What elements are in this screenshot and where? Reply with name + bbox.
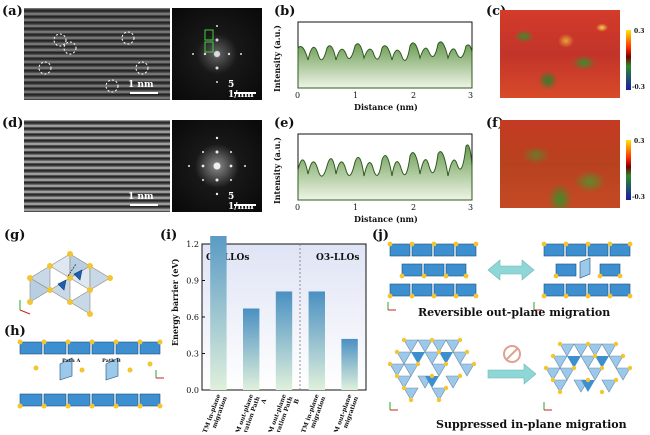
y-axis-title-e: Intensity (a.u.) [272, 137, 282, 204]
colorbar-f-max: 0.3 [634, 138, 645, 145]
structure-h: Path A Path B [17, 339, 164, 409]
y-tick-label: 1.2 [186, 240, 199, 249]
honeycomb-structure-left [387, 337, 477, 411]
colorbar-f-min: -0.3 [632, 194, 645, 201]
prohibited-arrow [487, 345, 537, 385]
x-tick-b-3: 3 [468, 91, 473, 100]
y-tick-label: 0.6 [186, 313, 199, 322]
hrtem-image-d: 1 nm [24, 120, 170, 212]
prohibited-icon [503, 345, 521, 363]
bar-2 [275, 291, 293, 390]
scale-bar-a-fft [234, 92, 256, 94]
fft-spots-a [192, 25, 242, 83]
panel-label-b: (b) [274, 4, 296, 19]
strain-map-c [500, 10, 620, 98]
y-tick-label: 0.9 [186, 277, 199, 286]
scale-bar-d [130, 204, 158, 206]
y-axis-title-i: Energy barrier (eV) [170, 258, 180, 346]
x-tick-e-2: 2 [411, 203, 416, 212]
intensity-profile-b: Intensity (a.u.) 0 1 2 3 Distance (nm) [272, 21, 473, 112]
panel-label-d: (d) [2, 116, 24, 131]
path-a-label: Path A [62, 358, 81, 364]
structure-j-top [387, 241, 633, 311]
scale-label-a-fft: 5 1/nm [228, 80, 254, 100]
x-tick-e-0: 0 [295, 203, 300, 212]
x-tick-b-1: 1 [353, 91, 358, 100]
colorbar-c-min: -0.3 [632, 84, 645, 91]
layered-structure-left [387, 241, 479, 311]
layered-structure-right [533, 241, 633, 311]
scale-bar-a [130, 92, 158, 94]
category-label-2: TM out-planemigration PathB [264, 393, 301, 432]
caption-suppressed: Suppressed in-plane migration [436, 418, 627, 431]
x-axis-title-b: Distance (nm) [354, 102, 418, 112]
colorbar-f [626, 140, 631, 200]
panel-label-h: (h) [4, 324, 26, 339]
vacancy-circles [38, 31, 149, 93]
hrtem-image-a: 1 nm [24, 8, 170, 100]
fft-spots-d [188, 136, 246, 196]
panel-label-e: (e) [274, 116, 295, 131]
profile-area-e [297, 144, 473, 201]
strain-map-f [500, 120, 620, 208]
panel-label-g: (g) [4, 228, 26, 243]
structure-j-bottom [387, 337, 633, 411]
y-axis-title-b: Intensity (a.u.) [272, 25, 282, 92]
fft-image-a: 5 1/nm [172, 8, 262, 100]
group-label-o2: O2-LLOs [206, 253, 249, 263]
path-b-label: Path B [102, 358, 121, 364]
y-tick-label: 0.3 [186, 350, 199, 359]
panel-label-i: (i) [160, 228, 178, 243]
bar-0 [210, 236, 227, 390]
panel-label-f: (f) [486, 116, 504, 131]
structure-g [19, 251, 113, 317]
colorbar-c-max: 0.3 [634, 28, 645, 35]
caption-reversible: Reversible out-plane migration [418, 306, 611, 319]
category-label-4: TM out-planemigration [331, 393, 360, 432]
panel-label-a: (a) [2, 4, 23, 19]
panel-label-j: (j) [372, 228, 390, 243]
category-label-3: TM in-planemigration [300, 393, 327, 432]
group-label-o3: O3-LLOs [316, 253, 359, 263]
scale-bar-d-fft [234, 204, 256, 206]
category-label-1: TM out-planemigration PathA [231, 393, 268, 432]
y-tick-label: 0.0 [186, 386, 199, 395]
bar-3 [308, 291, 325, 390]
scale-label-a: 1 nm [128, 80, 154, 90]
x-tick-b-2: 2 [411, 91, 416, 100]
category-label-0: TM in-planemigration [202, 393, 229, 432]
intensity-profile-e: Intensity (a.u.) 0 1 2 3 Distance (nm) [272, 133, 473, 224]
colorbar-c [626, 30, 631, 90]
x-tick-b-0: 0 [295, 91, 300, 100]
x-tick-e-1: 1 [353, 203, 358, 212]
scale-label-d-fft: 5 1/nm [228, 192, 254, 212]
reversible-double-arrow [487, 259, 535, 281]
bar-4 [341, 338, 358, 390]
scale-label-d: 1 nm [128, 192, 154, 202]
x-tick-e-3: 3 [468, 203, 473, 212]
energy-barrier-chart: O2-LLOs O3-LLOs Energy barrier (eV) 0.0 0… [170, 236, 367, 432]
profile-area-b [297, 41, 473, 89]
honeycomb-structure-right [543, 341, 633, 411]
x-axis-title-e: Distance (nm) [354, 214, 418, 224]
fft-image-d: 5 1/nm [172, 120, 262, 212]
bar-1 [243, 308, 260, 390]
